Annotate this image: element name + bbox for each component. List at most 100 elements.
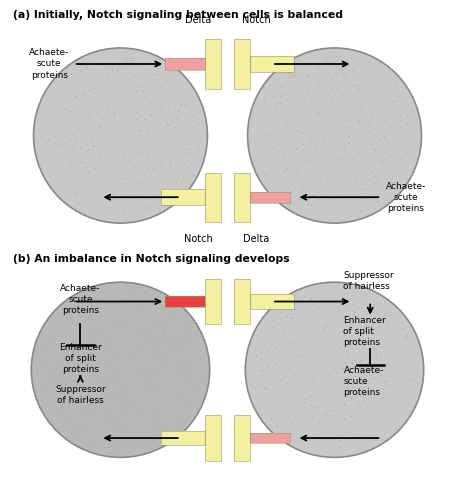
Point	[370, 318, 377, 325]
Point	[327, 437, 334, 445]
Point	[56, 92, 63, 100]
Point	[59, 343, 66, 351]
Point	[106, 74, 113, 81]
Text: Delta: Delta	[185, 14, 212, 24]
Point	[308, 297, 315, 304]
Point	[332, 109, 339, 117]
Point	[63, 407, 70, 414]
Point	[276, 347, 283, 355]
Point	[356, 430, 363, 437]
Point	[118, 140, 126, 148]
Point	[142, 437, 149, 445]
Point	[362, 145, 369, 153]
Point	[360, 198, 367, 206]
Point	[389, 97, 396, 104]
Point	[61, 376, 69, 384]
Point	[338, 105, 345, 113]
Point	[152, 431, 159, 438]
Point	[392, 159, 399, 166]
Point	[115, 393, 122, 400]
Point	[258, 349, 265, 357]
Point	[282, 104, 289, 112]
Point	[348, 395, 355, 402]
Point	[339, 365, 346, 372]
Point	[71, 91, 78, 99]
Point	[99, 64, 106, 72]
Point	[394, 166, 401, 174]
Point	[175, 367, 182, 375]
Point	[96, 296, 103, 303]
Point	[356, 206, 364, 214]
Point	[148, 171, 155, 179]
Point	[273, 422, 281, 430]
Point	[175, 77, 182, 84]
Point	[165, 193, 172, 201]
Point	[294, 353, 302, 361]
Point	[371, 391, 378, 399]
Point	[305, 194, 313, 202]
Point	[304, 86, 312, 93]
Point	[352, 201, 359, 209]
Point	[49, 339, 56, 347]
Point	[336, 52, 344, 60]
Point	[288, 199, 295, 207]
Point	[125, 158, 132, 165]
Point	[293, 165, 300, 172]
Point	[62, 342, 70, 349]
Point	[90, 406, 97, 413]
Point	[71, 137, 79, 144]
Point	[146, 328, 153, 335]
Point	[137, 376, 145, 384]
Point	[260, 381, 267, 388]
Point	[320, 333, 328, 341]
Bar	[250, 433, 290, 443]
Point	[111, 368, 118, 376]
Point	[381, 126, 389, 134]
Point	[182, 327, 189, 335]
Point	[128, 317, 136, 325]
Text: Notch: Notch	[242, 14, 271, 24]
Point	[184, 322, 191, 330]
Point	[327, 334, 334, 342]
Point	[334, 136, 342, 144]
Point	[61, 104, 69, 112]
Point	[79, 425, 86, 433]
Point	[80, 184, 87, 192]
Point	[131, 290, 139, 298]
Point	[182, 101, 189, 108]
Point	[306, 133, 313, 140]
Point	[333, 155, 340, 162]
Point	[299, 129, 306, 137]
Point	[277, 83, 284, 91]
Point	[359, 194, 366, 202]
Point	[97, 312, 104, 319]
Point	[140, 372, 147, 380]
Point	[99, 135, 106, 143]
Point	[402, 388, 410, 396]
Ellipse shape	[31, 282, 210, 457]
Point	[136, 301, 143, 308]
Point	[347, 320, 354, 328]
Point	[116, 69, 123, 77]
Point	[165, 103, 172, 111]
Point	[262, 384, 269, 392]
Point	[129, 163, 136, 171]
Point	[262, 171, 269, 179]
Point	[81, 91, 89, 98]
Point	[121, 57, 129, 65]
Point	[147, 202, 154, 209]
Point	[117, 99, 125, 107]
Point	[87, 311, 94, 319]
Point	[93, 151, 101, 159]
Point	[64, 402, 71, 410]
Point	[354, 109, 361, 116]
Point	[368, 363, 375, 370]
Point	[45, 136, 52, 143]
Point	[392, 329, 399, 336]
Point	[37, 384, 45, 391]
Point	[90, 142, 97, 149]
Point	[306, 154, 313, 162]
Point	[142, 393, 149, 400]
Point	[323, 410, 330, 417]
Point	[277, 93, 284, 101]
